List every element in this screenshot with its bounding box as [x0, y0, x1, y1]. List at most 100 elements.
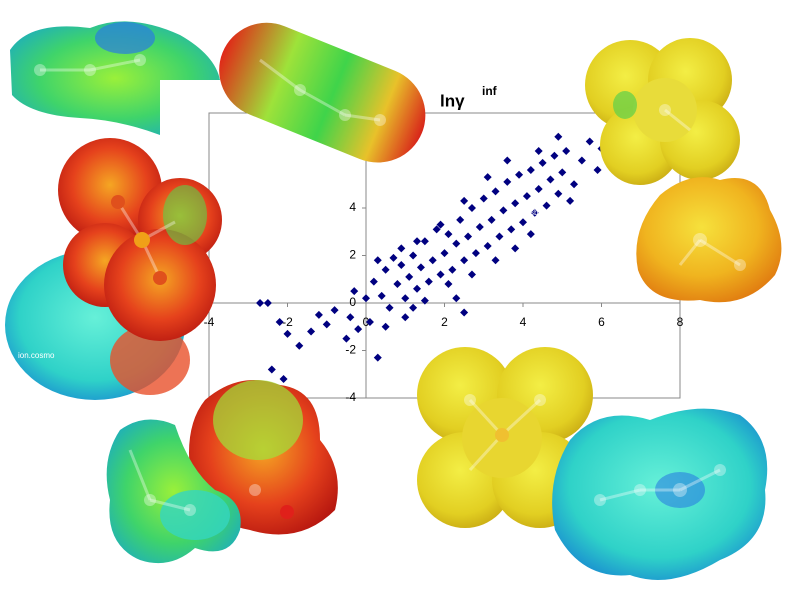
molecule — [636, 177, 782, 303]
point — [405, 272, 414, 281]
point — [522, 192, 531, 201]
point — [381, 265, 390, 274]
point — [515, 170, 524, 179]
point — [491, 256, 500, 265]
y-tick-label: -2 — [345, 343, 356, 357]
point — [460, 196, 469, 205]
y-tick-label: -4 — [345, 390, 356, 404]
point — [401, 294, 410, 303]
x-tick-label: 2 — [441, 315, 448, 329]
point — [416, 263, 425, 272]
point — [503, 156, 512, 165]
point — [511, 244, 520, 253]
point — [373, 256, 382, 265]
molecule — [417, 347, 593, 528]
point — [295, 341, 304, 350]
point — [499, 206, 508, 215]
molecule — [10, 21, 220, 135]
point — [452, 239, 461, 248]
point — [346, 313, 355, 322]
point — [322, 320, 331, 329]
point — [279, 375, 288, 383]
point — [566, 196, 575, 205]
point — [511, 199, 520, 208]
x-tick-label: -2 — [282, 315, 293, 329]
point — [413, 237, 422, 246]
point — [487, 215, 496, 224]
point — [420, 237, 429, 246]
point — [275, 318, 284, 326]
point — [577, 156, 586, 165]
point — [267, 365, 276, 374]
point — [475, 223, 484, 231]
point — [256, 299, 265, 307]
point — [307, 327, 316, 336]
point — [354, 325, 363, 334]
point — [330, 306, 339, 315]
point — [534, 147, 543, 155]
point — [467, 204, 476, 212]
point — [397, 261, 406, 269]
molecule — [552, 408, 768, 580]
title: lnγ inf — [440, 84, 498, 110]
molecule-renders: ion.cosmo — [5, 21, 782, 580]
point — [550, 151, 559, 160]
point — [393, 280, 402, 288]
chart-title-superscript: inf — [482, 84, 498, 98]
point — [350, 287, 359, 296]
point — [436, 270, 445, 279]
point — [381, 322, 390, 331]
x-tick-label: 4 — [520, 315, 527, 329]
molecule — [585, 38, 740, 185]
y-tick-label: 2 — [349, 248, 356, 262]
point — [558, 168, 567, 177]
annotation: ion.cosmo — [18, 351, 55, 360]
y-tick-label: 4 — [349, 200, 356, 214]
point — [538, 158, 547, 167]
point — [471, 249, 480, 258]
point — [460, 308, 469, 317]
point — [397, 244, 406, 253]
point — [483, 242, 492, 250]
point — [389, 253, 398, 262]
point — [467, 270, 476, 279]
point — [448, 265, 457, 274]
point — [362, 294, 370, 303]
point — [483, 173, 492, 182]
point — [530, 208, 539, 217]
point — [377, 291, 386, 300]
point — [342, 334, 351, 343]
point — [283, 329, 292, 338]
molecule — [106, 419, 241, 564]
point — [554, 189, 563, 198]
point — [413, 284, 422, 293]
point — [585, 137, 594, 146]
x-tick-label: 8 — [677, 315, 684, 329]
chart-title: lnγ — [440, 91, 465, 110]
point — [263, 299, 272, 307]
point — [424, 277, 433, 286]
point — [526, 230, 535, 239]
point — [491, 187, 500, 196]
point — [542, 201, 551, 210]
point — [385, 303, 394, 312]
point — [526, 166, 535, 174]
y-tick-label: 0 — [349, 295, 356, 309]
point — [519, 218, 527, 227]
point — [420, 296, 429, 305]
point — [440, 249, 449, 258]
x-tick-label: -4 — [204, 315, 215, 329]
point — [546, 175, 555, 184]
point — [365, 318, 374, 326]
molecule — [58, 138, 222, 341]
x-tick-label: 6 — [598, 315, 605, 329]
point — [444, 230, 453, 239]
point — [452, 294, 461, 303]
point — [373, 353, 382, 362]
point — [456, 215, 465, 224]
point — [460, 256, 469, 265]
point — [495, 232, 504, 241]
point — [570, 180, 579, 189]
